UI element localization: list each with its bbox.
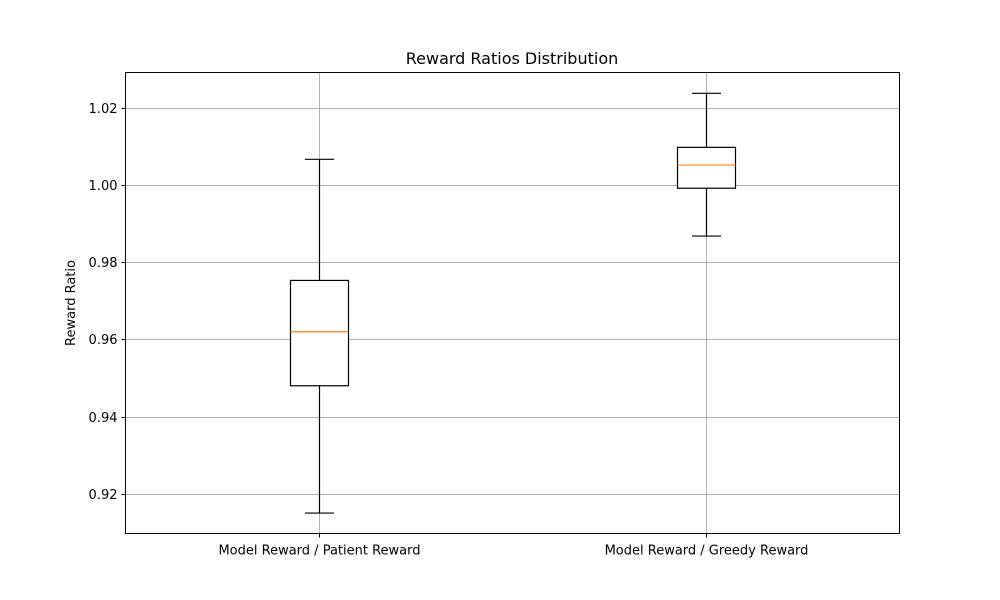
y-tick-label: 0.96 xyxy=(89,333,118,348)
chart-title: Reward Ratios Distribution xyxy=(406,49,619,68)
y-tick-label: 0.94 xyxy=(89,411,118,426)
box-group xyxy=(676,92,737,237)
y-tick-label: 0.92 xyxy=(89,488,118,503)
y-tick-label: 1.02 xyxy=(89,102,118,117)
x-tick-label: Model Reward / Patient Reward xyxy=(218,544,420,559)
x-tick-label: Model Reward / Greedy Reward xyxy=(605,544,809,559)
iqr-box xyxy=(289,279,350,387)
grid-layer xyxy=(125,72,900,534)
box-group xyxy=(289,158,350,514)
y-axis-label: Reward Ratio xyxy=(64,260,79,346)
y-tick-label: 1.00 xyxy=(89,179,118,194)
plot-frame xyxy=(125,72,900,534)
box-layer xyxy=(289,92,737,514)
y-tick-label: 0.98 xyxy=(89,256,118,271)
tick-layer: 0.92 0.94 0.96 0.98 1.00 1.02 Model Reward / P… xyxy=(89,102,809,559)
iqr-box xyxy=(676,146,737,189)
